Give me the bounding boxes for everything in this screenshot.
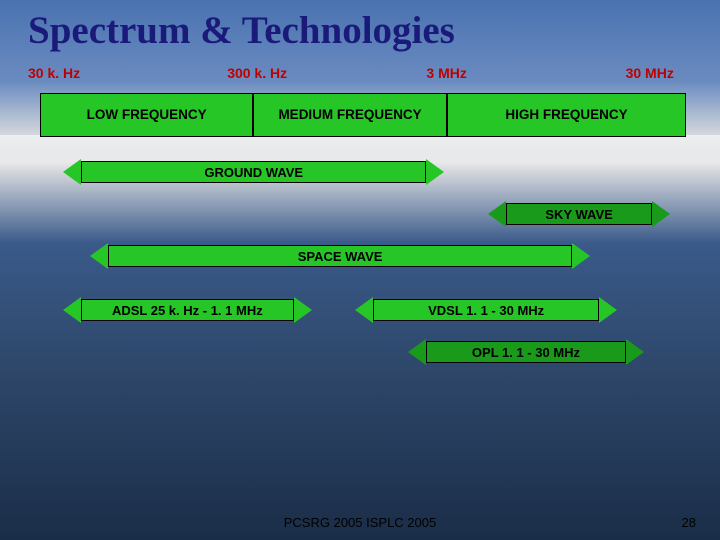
band-med: MEDIUM FREQUENCY: [253, 93, 447, 137]
arrow-adsl: ADSL 25 k. Hz - 1. 1 MHz: [81, 297, 293, 323]
arrow-sky-wave-label: SKY WAVE: [506, 203, 652, 225]
frequency-bands-row: LOW FREQUENCY MEDIUM FREQUENCY HIGH FREQ…: [40, 93, 686, 137]
band-high: HIGH FREQUENCY: [447, 93, 686, 137]
arrow-ground-wave-label: GROUND WAVE: [81, 161, 426, 183]
wave-row-sky: SKY WAVE: [28, 201, 692, 227]
footer-text: PCSRG 2005 ISPLC 2005: [0, 515, 720, 530]
arrow-sky-wave: SKY WAVE: [506, 201, 652, 227]
arrow-opl-label: OPL 1. 1 - 30 MHz: [426, 341, 625, 363]
page-number: 28: [682, 515, 696, 530]
arrow-adsl-label: ADSL 25 k. Hz - 1. 1 MHz: [81, 299, 293, 321]
opl-row: OPL 1. 1 - 30 MHz: [28, 339, 692, 365]
wave-row-ground: GROUND WAVE: [28, 159, 692, 185]
arrow-space-wave-label: SPACE WAVE: [108, 245, 573, 267]
arrow-ground-wave: GROUND WAVE: [81, 159, 426, 185]
tech-row: ADSL 25 k. Hz - 1. 1 MHz VDSL 1. 1 - 30 …: [28, 297, 692, 323]
band-low: LOW FREQUENCY: [40, 93, 253, 137]
slide-content: Spectrum & Technologies 30 k. Hz 300 k. …: [0, 0, 720, 540]
freq-marker-1: 300 k. Hz: [227, 65, 287, 81]
arrow-vdsl-label: VDSL 1. 1 - 30 MHz: [373, 299, 599, 321]
freq-marker-2: 3 MHz: [426, 65, 466, 81]
frequency-markers-row: 30 k. Hz 300 k. Hz 3 MHz 30 MHz: [28, 65, 692, 87]
wave-row-space: SPACE WAVE: [28, 243, 692, 269]
freq-marker-3: 30 MHz: [626, 65, 674, 81]
arrow-vdsl: VDSL 1. 1 - 30 MHz: [373, 297, 599, 323]
freq-marker-0: 30 k. Hz: [28, 65, 80, 81]
arrow-space-wave: SPACE WAVE: [108, 243, 573, 269]
arrow-opl: OPL 1. 1 - 30 MHz: [426, 339, 625, 365]
slide-title: Spectrum & Technologies: [28, 8, 692, 53]
